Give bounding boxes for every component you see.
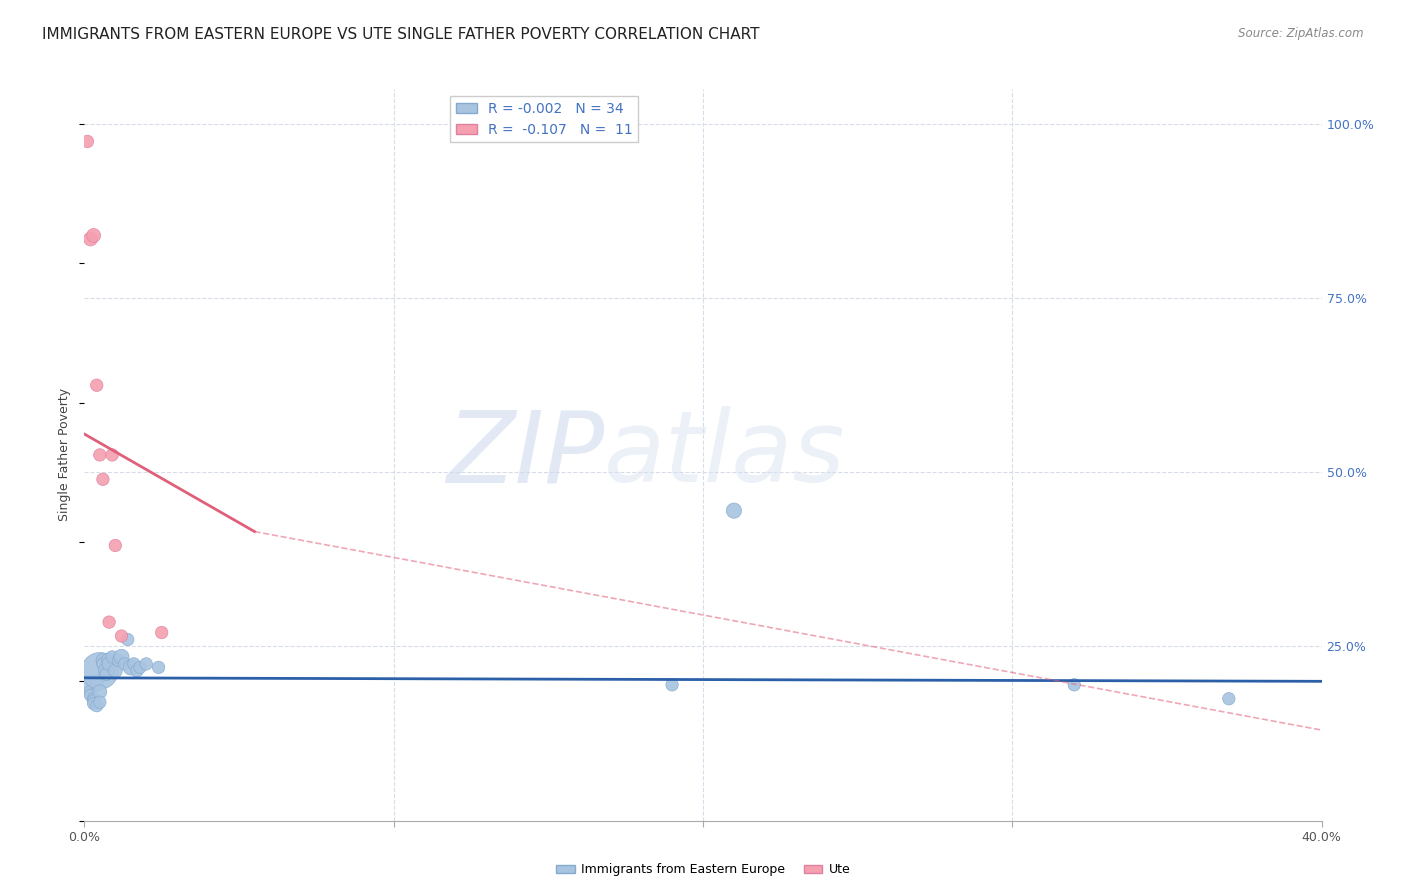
Point (89, 664, 111, 678)
Point (79, 232, 101, 246)
Point (86, 678, 108, 692)
Point (79, 688, 101, 702)
Point (79, 685, 101, 699)
Point (86, 378, 108, 392)
Point (98, 657, 121, 671)
Point (1218, 691, 1240, 706)
Text: ZIP: ZIP (446, 407, 605, 503)
Point (91, 472, 114, 486)
Point (101, 448, 124, 462)
Legend: Immigrants from Eastern Europe, Ute: Immigrants from Eastern Europe, Ute (551, 858, 855, 881)
Point (148, 660, 170, 674)
Point (76, 678, 98, 692)
Point (98, 615, 121, 629)
Text: IMMIGRANTS FROM EASTERN EUROPE VS UTE SINGLE FATHER POVERTY CORRELATION CHART: IMMIGRANTS FROM EASTERN EUROPE VS UTE SI… (42, 27, 759, 42)
Point (91, 653, 114, 667)
Point (89, 695, 111, 709)
Point (107, 653, 129, 667)
Point (83, 691, 105, 706)
Point (98, 653, 121, 667)
Point (114, 657, 136, 671)
Point (150, 625, 173, 640)
Text: Source: ZipAtlas.com: Source: ZipAtlas.com (1239, 27, 1364, 40)
Y-axis label: Single Father Poverty: Single Father Poverty (58, 388, 72, 522)
Point (94, 664, 117, 678)
Point (83, 697, 105, 711)
Point (86, 698, 108, 713)
Point (129, 660, 152, 674)
Point (104, 664, 127, 678)
Point (89, 448, 111, 462)
Point (94, 667, 117, 681)
Point (661, 678, 683, 692)
Point (135, 657, 157, 671)
Point (110, 649, 132, 664)
Point (83, 694, 105, 708)
Point (117, 632, 139, 647)
Point (110, 629, 132, 643)
Legend: R = -0.002   N = 34, R =  -0.107   N =  11: R = -0.002 N = 34, R = -0.107 N = 11 (450, 96, 638, 142)
Text: atlas: atlas (605, 407, 845, 503)
Point (76, 135, 98, 149)
Point (104, 539, 127, 553)
Point (125, 664, 148, 678)
Point (120, 660, 142, 674)
Point (1063, 678, 1085, 692)
Point (89, 685, 111, 699)
Point (91, 657, 114, 671)
Point (101, 649, 124, 664)
Point (83, 228, 105, 243)
Point (86, 674, 108, 689)
Point (122, 657, 145, 671)
Point (723, 503, 745, 517)
